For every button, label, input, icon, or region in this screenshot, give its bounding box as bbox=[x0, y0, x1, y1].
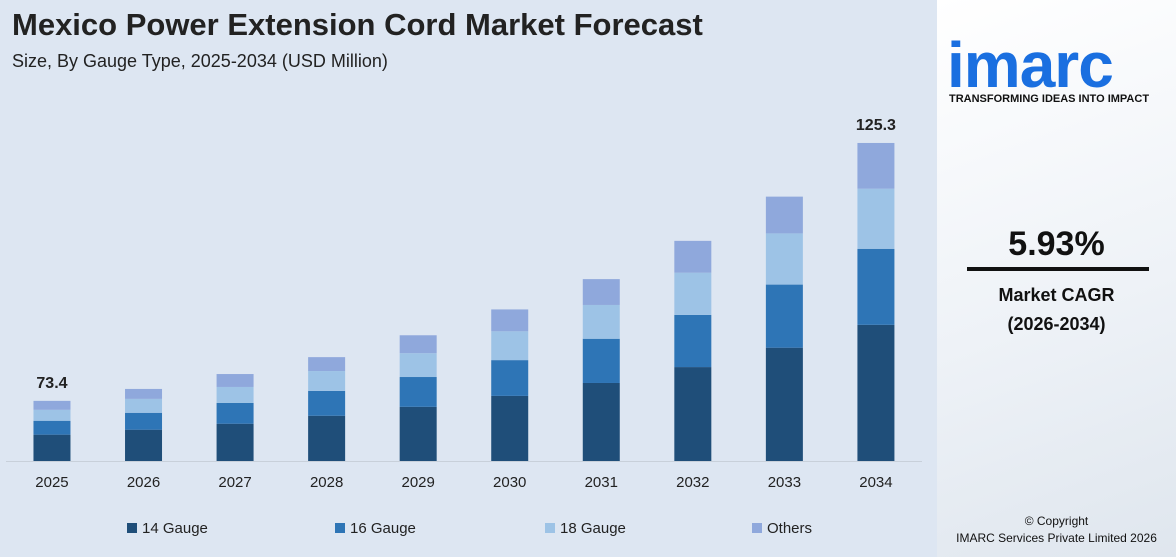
bar-segment bbox=[765, 347, 803, 461]
bar-segment bbox=[399, 353, 437, 378]
bar-segment bbox=[216, 374, 254, 387]
bar-segment bbox=[765, 233, 803, 285]
bar-segment bbox=[857, 142, 895, 189]
bar-segment bbox=[308, 415, 346, 461]
cagr-period: (2026-2034) bbox=[1007, 314, 1106, 334]
bar-segment bbox=[765, 284, 803, 348]
bar-segment bbox=[491, 331, 529, 361]
x-tick-label: 2026 bbox=[127, 474, 160, 491]
bar-segment bbox=[674, 314, 712, 368]
bar-segment bbox=[33, 409, 71, 421]
bar-segment bbox=[582, 279, 620, 305]
cagr-value: 5.93% bbox=[1008, 225, 1105, 263]
bar-segment bbox=[857, 324, 895, 461]
bar-segment bbox=[308, 357, 346, 372]
bar-segment bbox=[674, 240, 712, 273]
chart-title: Mexico Power Extension Cord Market Forec… bbox=[12, 7, 703, 42]
bar-segment bbox=[125, 398, 163, 413]
legend-label: 14 Gauge bbox=[142, 520, 208, 537]
legend-label: Others bbox=[767, 520, 812, 537]
tagline: TRANSFORMING IDEAS INTO IMPACT bbox=[949, 93, 1150, 105]
legend-swatch bbox=[335, 523, 345, 533]
bar-segment bbox=[582, 382, 620, 461]
bar-segment bbox=[308, 390, 346, 416]
legend-label: 18 Gauge bbox=[560, 520, 626, 537]
bar-segment bbox=[491, 360, 529, 396]
bar-segment bbox=[33, 420, 71, 435]
copyright: © Copyright bbox=[1024, 514, 1089, 528]
bar-segment bbox=[491, 309, 529, 332]
total-label: 73.4 bbox=[36, 375, 67, 392]
bar-segment bbox=[216, 402, 254, 424]
bar-segment bbox=[674, 367, 712, 461]
x-tick-label: 2033 bbox=[768, 474, 801, 491]
x-tick-label: 2028 bbox=[310, 474, 343, 491]
x-tick-label: 2025 bbox=[35, 474, 68, 491]
chart-subtitle: Size, By Gauge Type, 2025-2034 (USD Mill… bbox=[12, 51, 388, 71]
bar-segment bbox=[216, 386, 254, 403]
bar-segment bbox=[33, 434, 71, 461]
x-tick-label: 2032 bbox=[676, 474, 709, 491]
bar-segment bbox=[33, 400, 71, 410]
bar-segment bbox=[765, 196, 803, 234]
legend-swatch bbox=[127, 523, 137, 533]
company: IMARC Services Private Limited 2026 bbox=[956, 531, 1157, 545]
bar-segment bbox=[857, 248, 895, 325]
bar-segment bbox=[399, 377, 437, 407]
bar-segment bbox=[399, 406, 437, 461]
bar-segment bbox=[674, 272, 712, 315]
bar-segment bbox=[125, 429, 163, 461]
logo: imarc bbox=[947, 29, 1114, 101]
bar-segment bbox=[582, 304, 620, 339]
bar-segment bbox=[125, 388, 163, 399]
bar-segment bbox=[308, 371, 346, 391]
legend-swatch bbox=[752, 523, 762, 533]
total-label: 125.3 bbox=[856, 117, 896, 134]
bar-segment bbox=[399, 335, 437, 354]
bar-segment bbox=[857, 188, 895, 249]
chart: Mexico Power Extension Cord Market Forec… bbox=[6, 7, 922, 537]
legend-label: 16 Gauge bbox=[350, 520, 416, 537]
x-tick-label: 2031 bbox=[585, 474, 618, 491]
x-tick-label: 2030 bbox=[493, 474, 526, 491]
bar-segment bbox=[125, 412, 163, 430]
legend-swatch bbox=[545, 523, 555, 533]
bar-segment bbox=[582, 338, 620, 383]
x-tick-label: 2027 bbox=[218, 474, 251, 491]
divider bbox=[967, 267, 1149, 271]
x-tick-label: 2029 bbox=[401, 474, 434, 491]
sidebar: imarc TRANSFORMING IDEAS INTO IMPACT 5.9… bbox=[937, 0, 1176, 557]
bar-segment bbox=[491, 395, 529, 461]
x-tick-label: 2034 bbox=[859, 474, 892, 491]
bar-segment bbox=[216, 423, 254, 461]
cagr-label: Market CAGR bbox=[998, 285, 1115, 305]
